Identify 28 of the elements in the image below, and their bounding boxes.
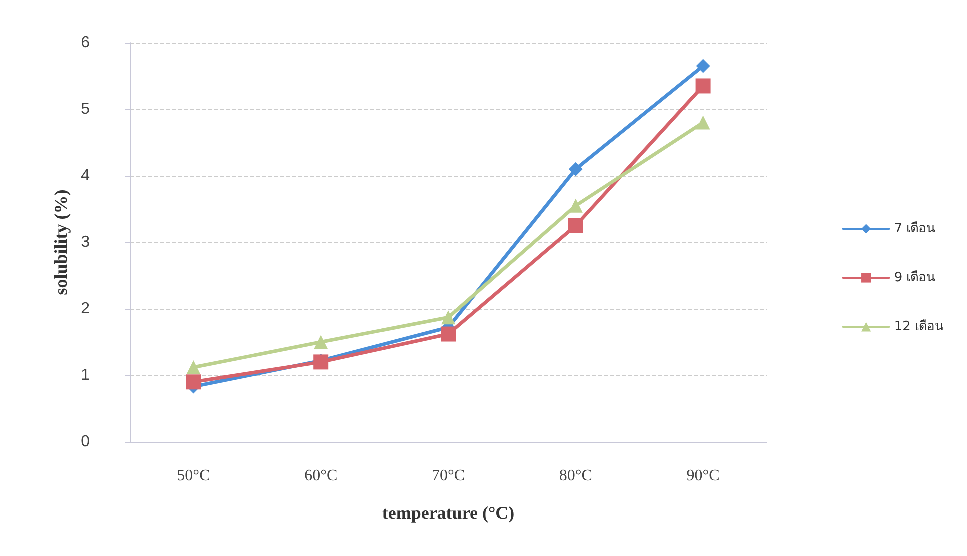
- x-tick-label: 90°C: [686, 468, 720, 484]
- x-axis-title: temperature (°C): [382, 503, 515, 523]
- legend-label: 7 เดือน: [894, 220, 936, 236]
- y-tick-label: 3: [81, 234, 90, 251]
- x-tick-label: 60°C: [304, 468, 338, 484]
- point: [442, 310, 456, 325]
- point: [314, 335, 328, 350]
- y-tick-label: 6: [81, 34, 90, 52]
- point: [696, 78, 711, 94]
- x-tick-label: 50°C: [177, 468, 210, 484]
- y-axis-title: solubility (%): [51, 190, 72, 296]
- y-tick-label: 2: [81, 300, 90, 318]
- point: [568, 218, 584, 234]
- y-tick-label: 0: [81, 434, 90, 450]
- point: [186, 360, 201, 375]
- y-tick-label: 1: [81, 367, 90, 384]
- legend-label: 9 เดือน: [894, 270, 936, 286]
- point: [568, 198, 583, 213]
- point: [696, 59, 710, 74]
- y-tick-label: 5: [81, 101, 90, 118]
- point: [186, 374, 202, 390]
- point: [441, 326, 456, 342]
- point: [568, 162, 583, 176]
- x-tick-label: 70°C: [432, 468, 466, 484]
- y-tick-label: 4: [81, 168, 90, 184]
- point: [696, 116, 710, 130]
- x-tick-label: 80°C: [559, 468, 592, 484]
- legend-label: 12 เดือน: [894, 318, 944, 334]
